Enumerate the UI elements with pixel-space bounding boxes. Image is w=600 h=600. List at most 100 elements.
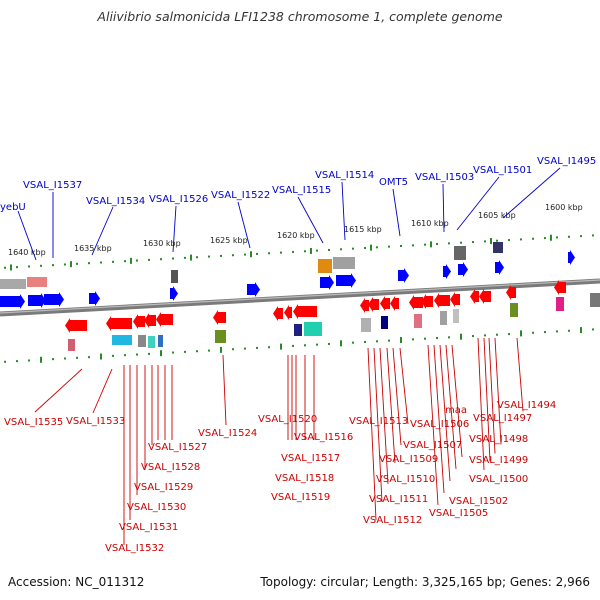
leader-line bbox=[433, 344, 445, 494]
track-dot bbox=[448, 336, 450, 339]
gene-label[interactable]: VSAL_I1494 bbox=[497, 400, 556, 411]
feature-box bbox=[590, 293, 600, 307]
gene-label[interactable]: VSAL_I1509 bbox=[379, 454, 438, 465]
leader-line bbox=[17, 210, 37, 261]
gene-label[interactable]: VSAL_I1530 bbox=[127, 502, 186, 513]
leader-line bbox=[477, 337, 485, 471]
gene-features bbox=[0, 242, 600, 351]
track-dot bbox=[532, 237, 534, 240]
backbone-line bbox=[0, 278, 600, 317]
gene-label[interactable]: VSAL_I1510 bbox=[376, 474, 435, 485]
track-dot bbox=[568, 235, 570, 238]
gene-label[interactable]: VSAL_I1522 bbox=[211, 190, 270, 201]
track-dot bbox=[136, 353, 138, 356]
reverse-gene-arrow bbox=[380, 296, 390, 311]
track-dot bbox=[328, 342, 330, 345]
track-dot bbox=[556, 236, 558, 239]
leader-line bbox=[386, 347, 396, 464]
gene-label[interactable]: VSAL_I1511 bbox=[369, 494, 428, 505]
gene-label[interactable]: VSAL_I1498 bbox=[469, 434, 528, 445]
gene-label[interactable]: VSAL_I1497 bbox=[473, 413, 532, 424]
gene-label[interactable]: VSAL_I1512 bbox=[363, 515, 422, 526]
gene-label[interactable]: VSAL_I1507 bbox=[403, 440, 462, 451]
forward-gene-arrow bbox=[28, 293, 46, 308]
gene-label[interactable]: VSAL_I1537 bbox=[23, 180, 82, 191]
gene-label[interactable]: VSAL_I1499 bbox=[469, 455, 528, 466]
gene-label[interactable]: VSAL_I1518 bbox=[275, 473, 334, 484]
track-dot bbox=[328, 248, 330, 251]
gene-label[interactable]: VSAL_I1513 bbox=[349, 416, 408, 427]
tick-label: 1635 kbp bbox=[74, 244, 112, 253]
feature-box bbox=[68, 339, 75, 351]
forward-gene-arrow bbox=[320, 275, 334, 290]
gene-label[interactable]: VSAL_I1495 bbox=[537, 156, 596, 167]
gene-label[interactable]: VSAL_I1506 bbox=[410, 419, 469, 430]
track-dot bbox=[64, 357, 66, 360]
feature-box bbox=[294, 324, 302, 336]
feature-box bbox=[454, 246, 466, 260]
gene-label[interactable]: VSAL_I1534 bbox=[86, 196, 145, 207]
feature-box bbox=[112, 335, 132, 345]
accession-text: Accession: NC_011312 bbox=[8, 575, 144, 589]
track-dot bbox=[436, 337, 438, 340]
gene-label[interactable]: VSAL_I1505 bbox=[429, 508, 488, 519]
track-dot bbox=[52, 264, 54, 267]
forward-gene-arrow bbox=[0, 294, 25, 309]
track-dot bbox=[364, 246, 366, 249]
feature-box bbox=[304, 322, 322, 336]
gene-label[interactable]: VSAL_I1527 bbox=[148, 442, 207, 453]
leader-line bbox=[392, 347, 402, 446]
track-major-tick bbox=[310, 247, 312, 254]
gene-label[interactable]: VSAL_I1500 bbox=[469, 474, 528, 485]
track-dot bbox=[16, 360, 18, 363]
forward-gene-arrow bbox=[495, 260, 504, 275]
tick-label: 1600 kbp bbox=[545, 203, 583, 212]
gene-label[interactable]: maa bbox=[445, 405, 467, 416]
track-dot bbox=[496, 333, 498, 336]
leader-line bbox=[427, 344, 439, 506]
reverse-gene-arrow bbox=[368, 297, 379, 312]
gene-label[interactable]: VSAL_I1529 bbox=[134, 482, 193, 493]
gene-label[interactable]: VSAL_I1520 bbox=[258, 414, 317, 425]
leader-line bbox=[439, 344, 451, 482]
feature-box bbox=[493, 242, 503, 253]
track-dot bbox=[280, 251, 282, 254]
leader-line bbox=[379, 347, 389, 485]
gene-label[interactable]: yebU bbox=[0, 202, 26, 213]
gene-label[interactable]: VSAL_I1517 bbox=[281, 453, 340, 464]
gene-label[interactable]: VSAL_I1535 bbox=[4, 417, 63, 428]
track-dot bbox=[352, 247, 354, 250]
track-dot bbox=[208, 349, 210, 352]
gene-label[interactable]: VSAL_I1524 bbox=[198, 428, 257, 439]
gene-label[interactable]: VSAL_I1502 bbox=[449, 496, 508, 507]
forward-gene-arrow bbox=[568, 250, 575, 265]
track-dot bbox=[304, 344, 306, 347]
track-dot bbox=[496, 239, 498, 242]
track-major-tick bbox=[340, 340, 342, 347]
gene-label[interactable]: VSAL_I1501 bbox=[473, 165, 532, 176]
gene-label[interactable]: OMT5 bbox=[379, 177, 408, 188]
gene-label[interactable]: VSAL_I1515 bbox=[272, 185, 331, 196]
forward-gene-arrow bbox=[44, 292, 64, 307]
gene-label[interactable]: VSAL_I1531 bbox=[119, 522, 178, 533]
track-dot bbox=[568, 329, 570, 332]
track-major-tick bbox=[130, 257, 132, 264]
track-dot bbox=[196, 256, 198, 259]
gene-label[interactable]: VSAL_I1533 bbox=[66, 416, 125, 427]
gene-label[interactable]: VSAL_I1532 bbox=[105, 543, 164, 554]
reverse-gene-arrow bbox=[434, 293, 450, 308]
gene-label[interactable]: VSAL_I1519 bbox=[271, 492, 330, 503]
reverse-gene-arrow bbox=[144, 313, 156, 328]
gene-label[interactable]: VSAL_I1528 bbox=[141, 462, 200, 473]
leader-line bbox=[456, 176, 500, 231]
gene-label[interactable]: VSAL_I1526 bbox=[149, 194, 208, 205]
gene-label[interactable]: VSAL_I1503 bbox=[415, 172, 474, 183]
chromosome-backbone bbox=[0, 278, 600, 317]
gene-label[interactable]: VSAL_I1514 bbox=[315, 170, 374, 181]
track-major-tick bbox=[250, 251, 252, 258]
track-major-tick bbox=[520, 330, 522, 337]
feature-box bbox=[318, 259, 332, 273]
reverse-gene-arrow bbox=[284, 305, 292, 320]
leader-line bbox=[451, 344, 463, 458]
gene-label[interactable]: VSAL_I1516 bbox=[294, 432, 353, 443]
